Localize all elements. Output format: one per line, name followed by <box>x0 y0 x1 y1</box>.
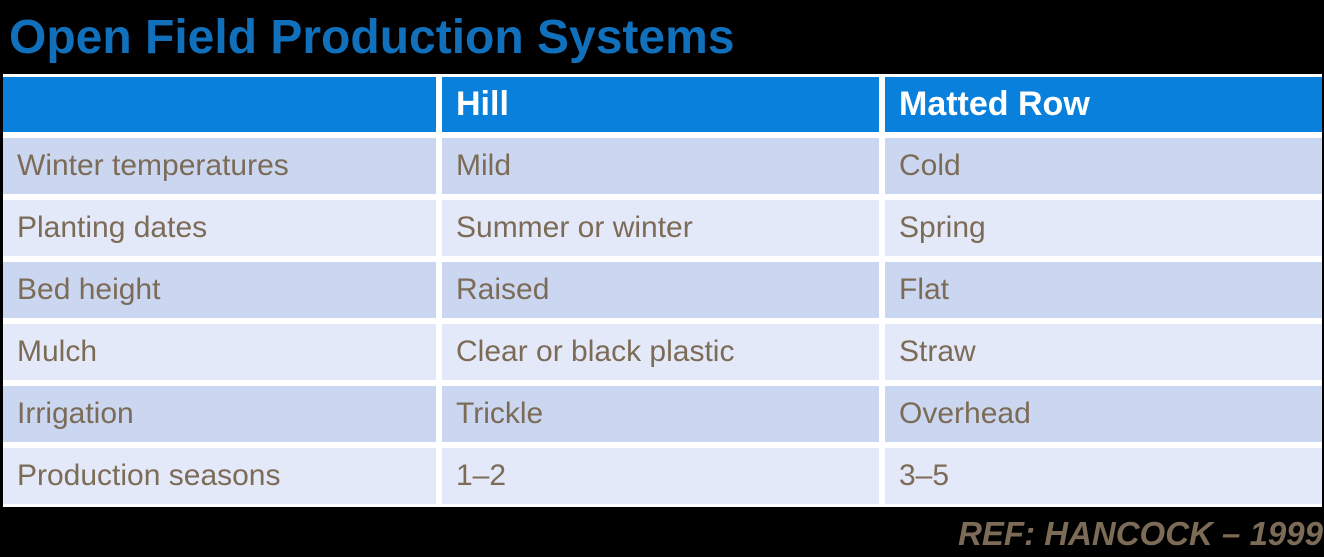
matted-row-cell: Straw <box>885 324 1322 380</box>
reference-text: REF: HANCOCK – 1999 <box>958 515 1323 552</box>
hill-cell: 1–2 <box>442 448 879 504</box>
row-label-cell: Planting dates <box>3 200 436 256</box>
header-cell-matted-row: Matted Row <box>885 77 1322 132</box>
hill-cell: Mild <box>442 138 879 194</box>
hill-cell: Summer or winter <box>442 200 879 256</box>
row-label-cell: Mulch <box>3 324 436 380</box>
matted-row-cell: Flat <box>885 262 1322 318</box>
header-cell-empty <box>3 77 436 132</box>
row-label-cell: Irrigation <box>3 386 436 442</box>
hill-cell: Raised <box>442 262 879 318</box>
matted-row-cell: Overhead <box>885 386 1322 442</box>
hill-cell: Clear or black plastic <box>442 324 879 380</box>
matted-row-cell: Cold <box>885 138 1322 194</box>
matted-row-cell: Spring <box>885 200 1322 256</box>
row-label-cell: Production seasons <box>3 448 436 504</box>
hill-cell: Trickle <box>442 386 879 442</box>
comparison-table: Hill Matted Row Winter temperatures Mild… <box>3 74 1322 507</box>
row-label-cell: Winter temperatures <box>3 138 436 194</box>
header-cell-hill: Hill <box>442 77 879 132</box>
row-label-cell: Bed height <box>3 262 436 318</box>
matted-row-cell: 3–5 <box>885 448 1322 504</box>
slide-title: Open Field Production Systems <box>9 11 735 64</box>
